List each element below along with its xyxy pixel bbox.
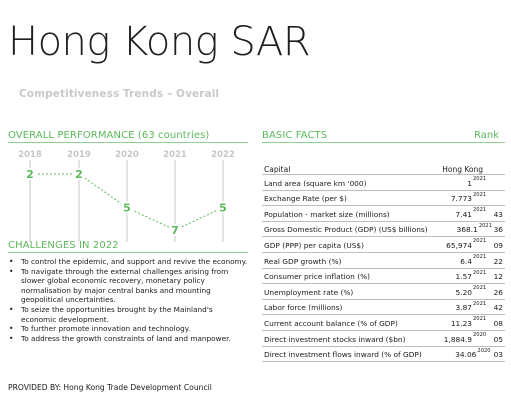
challenge-item: To control the epidemic, and support and…: [9, 257, 249, 267]
rank-marker-bg: [24, 168, 36, 180]
fact-label: Land area (square km '000): [264, 178, 367, 188]
fact-year: 2020: [477, 347, 491, 354]
rank-value: 5: [123, 202, 131, 215]
overall-performance-chart: 2018 2019 2020 2021 2022 2 2 5 7 5: [18, 150, 235, 242]
fact-label: Unemployment rate (%): [264, 287, 354, 297]
fact-year: 2021: [473, 253, 487, 260]
fact-row: Current account balance (% of GDP) 11.23 2…: [262, 315, 505, 331]
fact-label: Direct investment stocks inward ($bn): [264, 334, 406, 344]
year-label: 2021: [163, 150, 187, 160]
facts-divider: [262, 142, 505, 143]
fact-label: Exchange Rate (per $): [264, 194, 347, 204]
fact-row: Consumer price inflation (%) 1.57 2021 12: [262, 269, 505, 285]
fact-value: 5.20: [455, 287, 472, 297]
fact-label: GDP (PPP) per capita (US$): [264, 240, 365, 250]
challenges-divider: [8, 252, 248, 253]
fact-year: 2021: [473, 300, 487, 307]
fact-value: 368.1: [456, 225, 478, 235]
fact-rank: 36: [493, 225, 503, 235]
fact-value: 7.41: [455, 209, 472, 219]
rank-marker-bg: [73, 168, 85, 180]
overall-performance-heading: OVERALL PERFORMANCE (63 countries): [8, 130, 210, 141]
fact-rank: 08: [493, 318, 503, 328]
fact-value: 7.773: [450, 194, 472, 204]
fact-rank: 03: [493, 350, 503, 360]
fact-row: Direct investment stocks inward ($bn) 1,8…: [262, 331, 505, 347]
fact-value: 11.23: [450, 318, 472, 328]
challenge-item: To further promote innovation and techno…: [9, 324, 249, 334]
year-label: 2018: [18, 150, 42, 160]
fact-year: 2021: [473, 316, 487, 323]
rank-value: 7: [171, 224, 179, 237]
fact-year: 2021: [473, 285, 487, 292]
fact-rank: 12: [493, 272, 503, 282]
fact-row: Real GDP growth (%) 6.4 2021 22: [262, 253, 505, 269]
fact-label: Labor force (millions): [264, 303, 343, 313]
fact-label: Gross Domestic Product (GDP) (US$ billio…: [264, 225, 428, 235]
challenges-list: To control the epidemic, and support and…: [9, 257, 249, 343]
facts-header-row: Capital Hong Kong: [262, 161, 505, 175]
fact-row: Direct investment flows inward (% of GDP…: [262, 347, 505, 363]
fact-value: 34.06: [455, 350, 477, 360]
provided-by: PROVIDED BY: Hong Kong Trade Development…: [8, 383, 212, 392]
rank-marker-bg: [121, 201, 133, 214]
year-label: 2019: [67, 150, 91, 160]
basic-facts-table: Capital Hong Kong Land area (square km '…: [262, 161, 505, 363]
overall-divider: [8, 142, 248, 143]
fact-label: Real GDP growth (%): [264, 256, 342, 266]
fact-value: 65,974: [446, 240, 472, 250]
challenges-heading: CHALLENGES IN 2022: [8, 240, 119, 251]
fact-row: Land area (square km '000) 1 2021: [262, 175, 505, 191]
rank-marker-bg: [217, 201, 229, 214]
fact-value: 1: [467, 178, 472, 188]
challenge-item: To address the growth constraints of lan…: [9, 334, 249, 344]
rank-trend-line: [30, 173, 224, 231]
fact-rank: [489, 188, 505, 190]
rank-heading: Rank: [474, 130, 499, 141]
fact-rank: [489, 203, 505, 205]
fact-value: 3.87: [455, 303, 472, 313]
rank-value: 5: [219, 202, 227, 215]
fact-row: GDP (PPP) per capita (US$) 65,974 2021 09: [262, 237, 505, 253]
country-column-header: Hong Kong: [442, 165, 483, 174]
fact-year: 2021: [473, 207, 487, 214]
fact-row: Exchange Rate (per $) 7.773 2021: [262, 191, 505, 207]
rank-value: 2: [75, 168, 83, 181]
fact-rank: 22: [493, 256, 503, 266]
fact-row: Labor force (millions) 3.87 2021 42: [262, 300, 505, 316]
fact-rank: 43: [493, 209, 503, 219]
fact-year: 2021: [478, 222, 493, 229]
page-title: Hong Kong SAR: [8, 19, 311, 65]
fact-label: Direct investment flows inward (% of GDP…: [264, 350, 422, 360]
fact-value: 1.57: [455, 272, 472, 282]
challenge-item: To navigate through the external challen…: [9, 267, 249, 305]
fact-value: 6.4: [460, 256, 472, 266]
fact-label: Current account balance (% of GDP): [264, 318, 398, 328]
fact-row: Gross Domestic Product (GDP) (US$ billio…: [262, 222, 505, 238]
rank-marker-bg: [169, 224, 181, 236]
fact-row: Unemployment rate (%) 5.20 2021 26: [262, 284, 505, 300]
capital-label: Capital: [264, 165, 291, 174]
fact-row: Population - market size (millions) 7.41 2…: [262, 206, 505, 222]
fact-rank: 42: [493, 303, 503, 313]
year-label: 2020: [115, 150, 139, 160]
fact-rank: 05: [493, 334, 503, 344]
fact-value: 1,884.9: [443, 334, 472, 344]
fact-rank: 09: [493, 240, 503, 250]
fact-year: 2021: [473, 238, 487, 245]
fact-year: 2021: [473, 191, 487, 198]
challenge-item: To seize the opportunities brought by th…: [9, 305, 249, 324]
fact-year: 2020: [473, 331, 487, 338]
rank-value: 2: [26, 168, 34, 181]
page-subtitle: Competitiveness Trends – Overall: [19, 88, 220, 100]
fact-year: 2021: [473, 269, 487, 276]
year-label: 2022: [211, 150, 235, 160]
basic-facts-heading: BASIC FACTS: [262, 130, 328, 141]
fact-label: Consumer price inflation (%): [264, 272, 370, 282]
fact-year: 2021: [473, 176, 487, 182]
fact-rank: 26: [493, 287, 503, 297]
fact-label: Population - market size (millions): [264, 209, 390, 219]
